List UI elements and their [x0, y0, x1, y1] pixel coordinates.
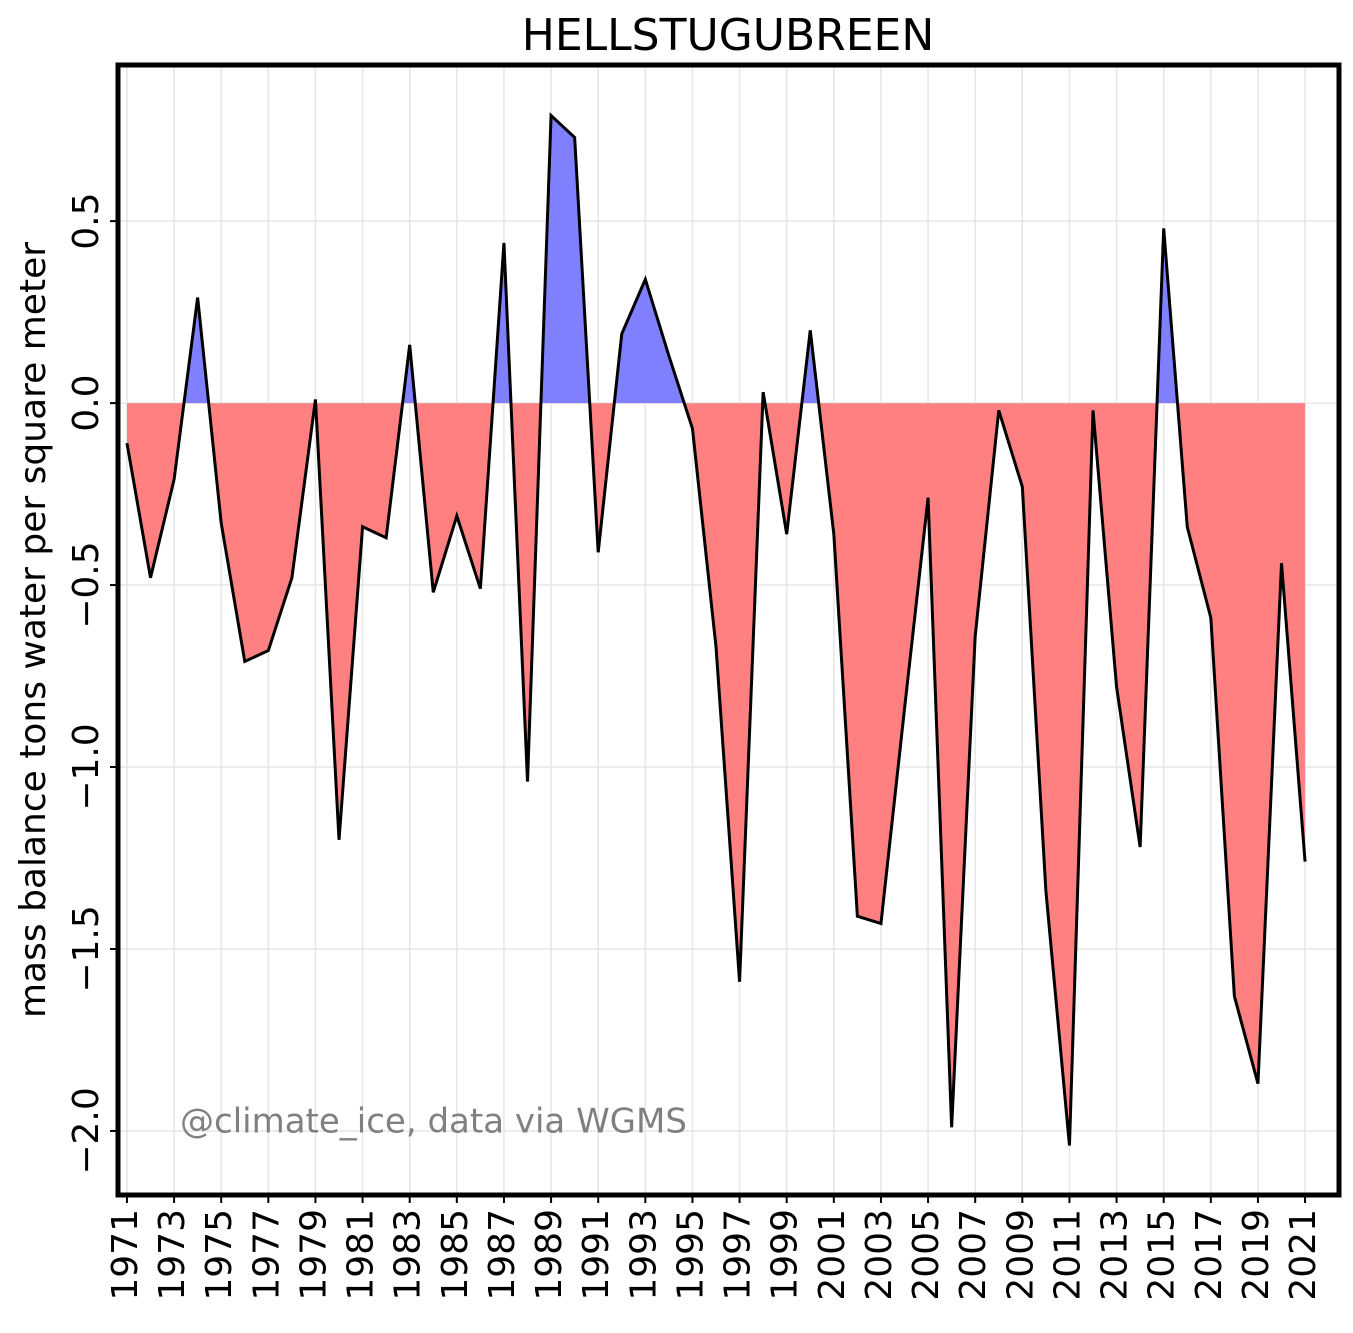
- x-tick-label: 2001: [812, 1209, 853, 1301]
- x-tick-label: 2013: [1095, 1209, 1136, 1301]
- x-tick-label: 1989: [529, 1209, 570, 1301]
- line: [125, 112, 1307, 1146]
- annotation: @climate_ice, data via WGMS: [180, 1102, 687, 1142]
- y-tick-label: 0.5: [66, 192, 107, 249]
- x-tick-label: 2019: [1236, 1209, 1277, 1301]
- x-tick-label: 1991: [576, 1209, 617, 1301]
- x-tick-label: 1971: [105, 1209, 146, 1301]
- negative-area: [126, 403, 1306, 1146]
- x-tick-label: 1997: [718, 1209, 759, 1301]
- y-tick-label: −2.0: [66, 1087, 107, 1174]
- x-tick-label: 2003: [859, 1209, 900, 1301]
- x-tick-label: 1979: [293, 1209, 334, 1301]
- x-tick-label: 1973: [152, 1209, 193, 1301]
- x-tick-label: 2015: [1142, 1209, 1183, 1301]
- plot-frame: [115, 62, 1342, 1198]
- x-tick-label: 1993: [623, 1209, 664, 1301]
- x-tick-label: 2007: [953, 1209, 994, 1301]
- y-axis-label: mass balance tons water per square meter: [13, 242, 54, 1018]
- x-tick-label: 2005: [906, 1209, 947, 1301]
- x-tick-label: 1995: [670, 1209, 711, 1301]
- x-tick-label: 2021: [1283, 1209, 1324, 1301]
- x-tick-label: 2011: [1047, 1209, 1088, 1301]
- x-tick-label: 1999: [765, 1209, 806, 1301]
- x-tick-label: 1977: [246, 1209, 287, 1301]
- y-tick-label: −0.5: [66, 541, 107, 628]
- x-tick-label: 1983: [388, 1209, 429, 1301]
- x-tick-label: 2017: [1189, 1209, 1230, 1301]
- y-tick-label: 0.0: [66, 374, 107, 431]
- x-tick-label: 2009: [1000, 1209, 1041, 1301]
- y-tick-label: −1.0: [66, 723, 107, 810]
- y-tick-label: −1.5: [66, 905, 107, 992]
- x-tick-label: 1985: [435, 1209, 476, 1301]
- x-tick-label: 1981: [341, 1209, 382, 1301]
- x-tick-label: 1975: [199, 1209, 240, 1301]
- x-tick-label: 1987: [482, 1209, 523, 1301]
- chart-title: HELLSTUGUBREEN: [522, 10, 935, 61]
